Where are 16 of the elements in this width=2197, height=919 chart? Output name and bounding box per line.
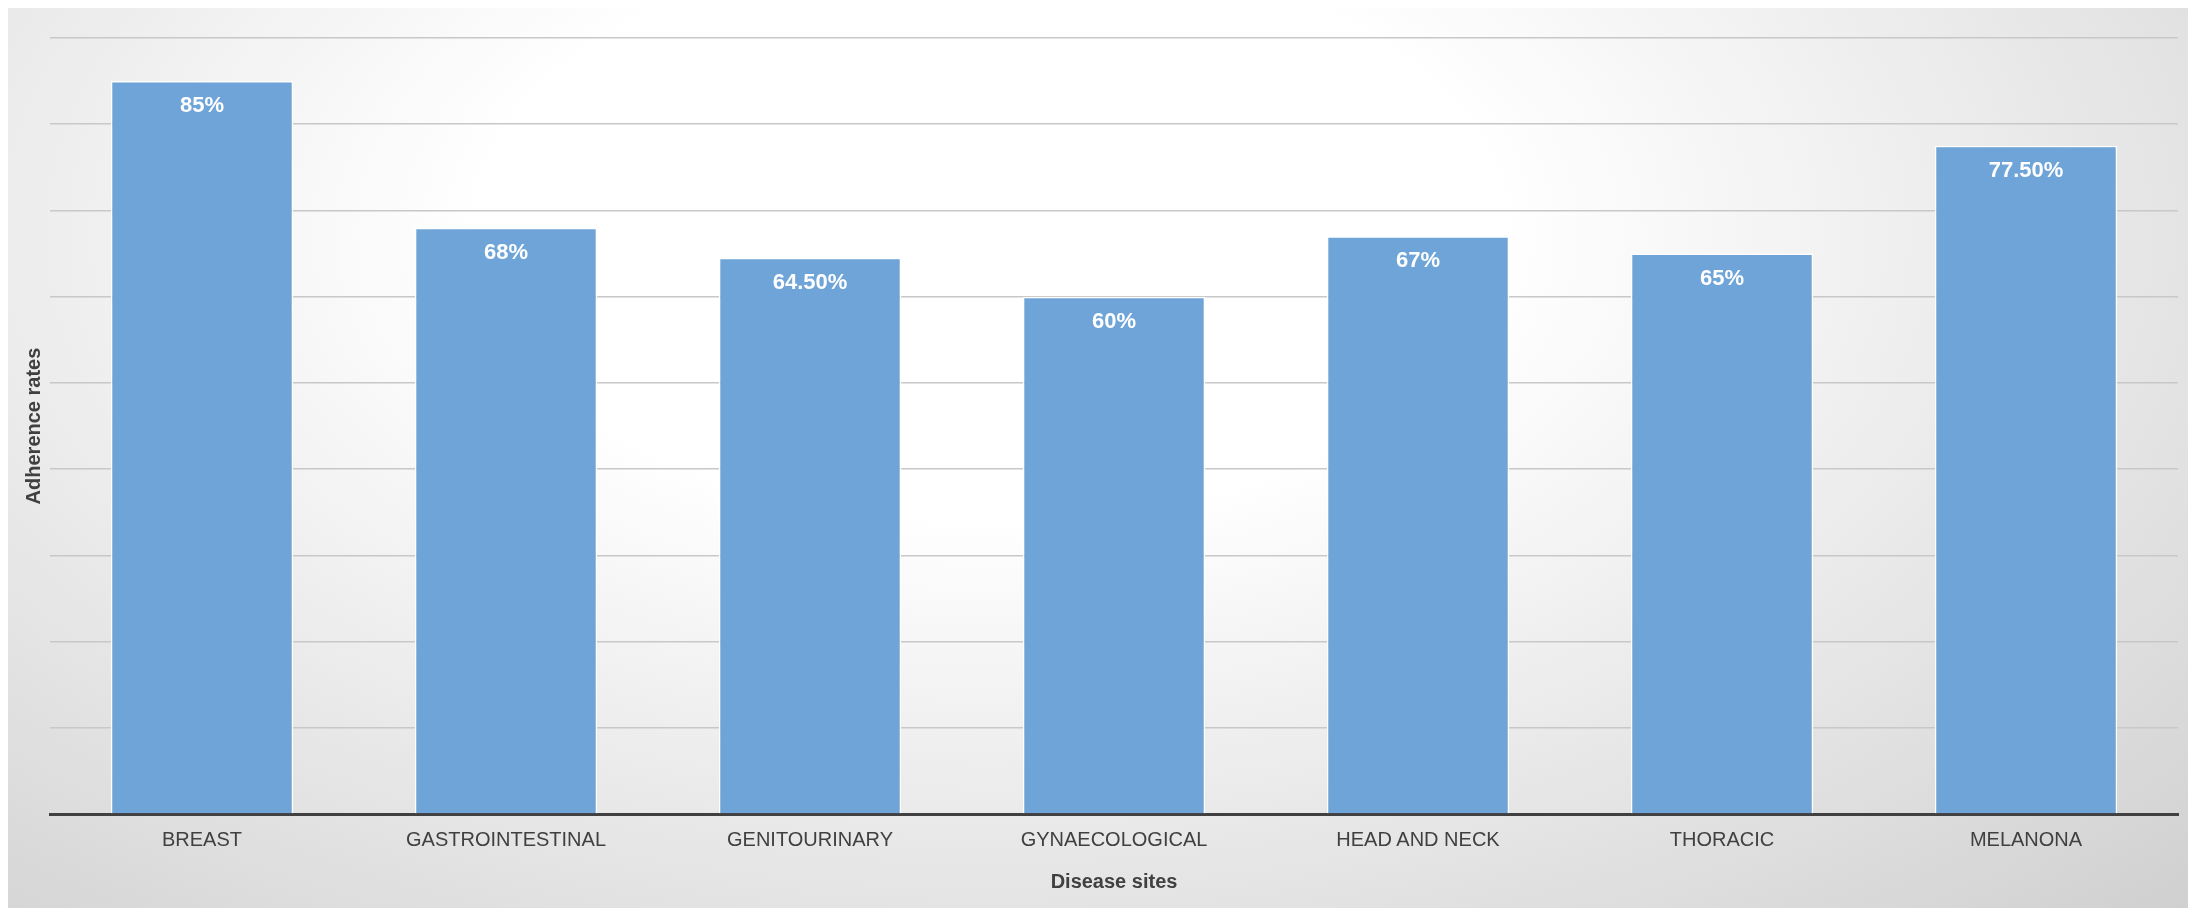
data-label: 64.50%: [772, 268, 848, 294]
data-label: 77.50%: [1988, 156, 2064, 182]
x-tick-label: BREAST: [161, 827, 243, 850]
x-tick-label: MELANONA: [1969, 827, 2083, 850]
y-axis-title: Adherence rates: [21, 347, 44, 505]
x-tick-label: THORACIC: [1669, 827, 1775, 850]
data-label: 67%: [1395, 247, 1441, 273]
data-label: 60%: [1091, 307, 1137, 333]
x-tick-label: GYNAECOLOGICAL: [1020, 827, 1208, 850]
x-tick-label: GENITOURINARY: [727, 827, 893, 850]
data-label: 85%: [179, 92, 225, 118]
x-tick-label: HEAD AND NECK: [1336, 827, 1501, 850]
x-tick-label: GASTROINTESTINAL: [405, 827, 607, 850]
data-label: 65%: [1699, 264, 1745, 290]
x-axis-title: Disease sites: [1050, 869, 1178, 892]
data-label: 68%: [483, 238, 529, 264]
